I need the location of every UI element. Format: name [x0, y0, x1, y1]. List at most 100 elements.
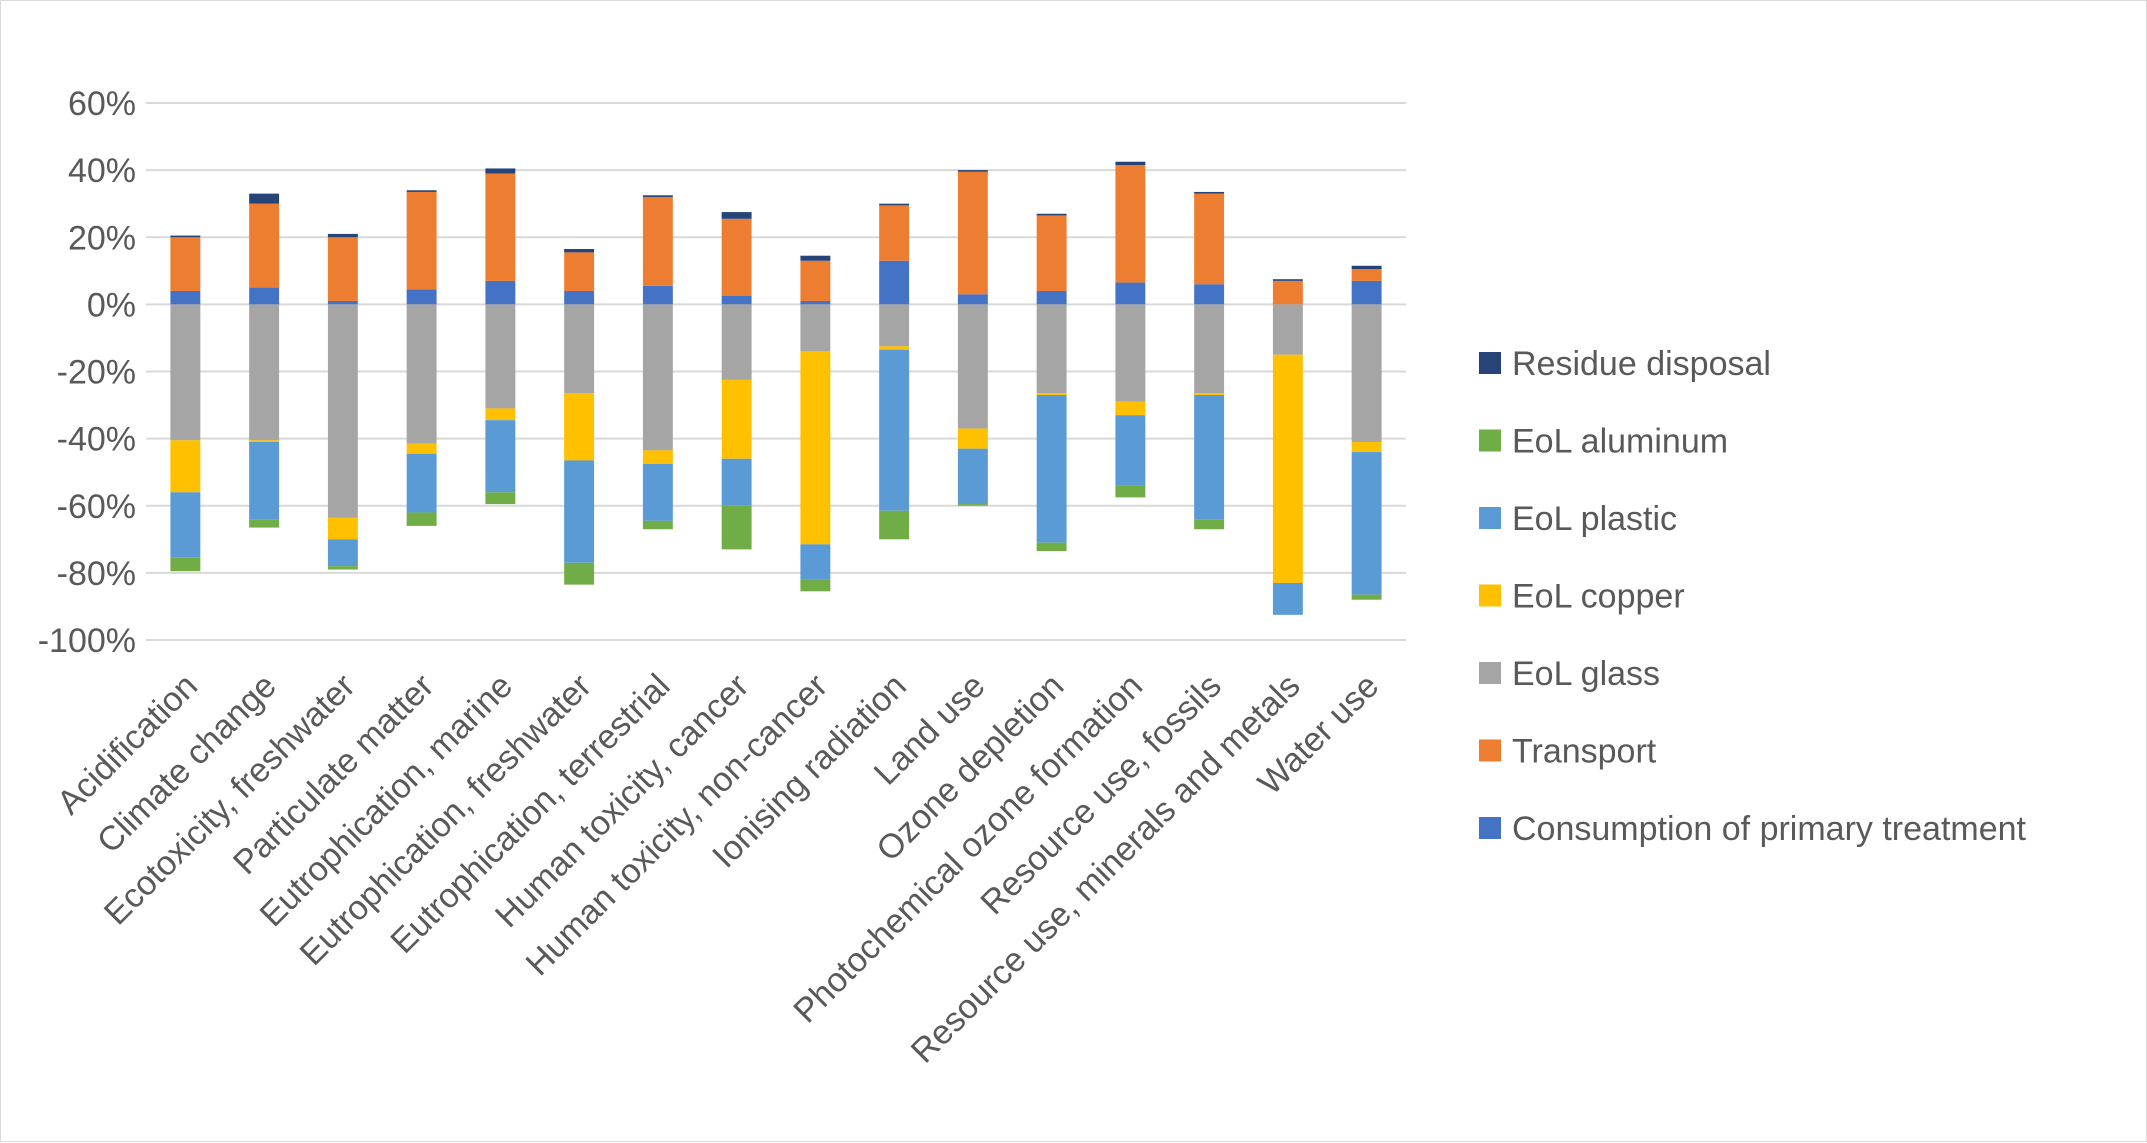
bar-consumption-of-primary-treatment-human-toxicity-cancer	[721, 295, 752, 305]
bar-transport-ecotoxicity-freshwater	[327, 237, 358, 302]
bar-eol-aluminum-eutrophication-freshwater	[564, 562, 595, 585]
bar-eol-glass-water-use	[1351, 304, 1382, 442]
bar-transport-climate-change	[249, 203, 280, 288]
y-tick-label: 20%	[68, 219, 136, 257]
bar-residue-disposal-land-use	[957, 170, 988, 172]
bar-eol-plastic-acidification	[170, 492, 201, 558]
bar-residue-disposal-ecotoxicity-freshwater	[327, 233, 358, 238]
legend-swatch-eol-plastic	[1479, 507, 1501, 529]
bar-eol-plastic-photochemical-ozone-formation	[1115, 415, 1146, 486]
bar-transport-resource-use-minerals-and-metals	[1272, 280, 1303, 305]
legend: Residue disposal EoL aluminum EoL plastic E…	[1479, 345, 2027, 848]
bar-residue-disposal-water-use	[1351, 265, 1382, 270]
bar-eol-aluminum-ionising-radiation	[879, 510, 910, 540]
bar-eol-aluminum-photochemical-ozone-formation	[1115, 485, 1146, 498]
bar-eol-aluminum-eutrophication-terrestrial	[642, 520, 673, 530]
bar-transport-acidification	[170, 237, 201, 291]
bar-eol-glass-eutrophication-terrestrial	[642, 304, 673, 451]
bar-consumption-of-primary-treatment-photochemical-ozone-formation	[1115, 282, 1146, 305]
bar-eol-aluminum-particulate-matter	[406, 512, 437, 526]
legend-swatch-transport	[1479, 739, 1501, 762]
bar-eol-aluminum-land-use	[957, 504, 988, 506]
bar-eol-plastic-ecotoxicity-freshwater	[327, 539, 358, 567]
bar-eol-aluminum-human-toxicity-cancer	[721, 505, 752, 550]
bar-eol-glass-human-toxicity-cancer	[721, 304, 752, 380]
bar-eol-copper-eutrophication-terrestrial	[642, 450, 673, 464]
y-tick-label: -80%	[57, 555, 136, 593]
legend-label-consumption-of-primary-treatment: Consumption of primary treatment	[1512, 810, 2027, 848]
bar-eol-glass-ecotoxicity-freshwater	[327, 304, 358, 518]
bar-eol-aluminum-climate-change	[249, 519, 280, 528]
legend-label-transport: Transport	[1512, 733, 1657, 771]
bar-transport-particulate-matter	[406, 191, 437, 290]
bar-residue-disposal-ionising-radiation	[879, 203, 910, 206]
bar-transport-land-use	[957, 171, 988, 295]
bar-eol-plastic-climate-change	[249, 441, 280, 520]
legend-swatch-consumption-of-primary-treatment	[1479, 817, 1501, 839]
bar-eol-glass-eutrophication-marine	[485, 304, 516, 409]
legend-swatch-eol-glass	[1479, 662, 1501, 684]
bar-eol-glass-eutrophication-freshwater	[564, 304, 595, 394]
bar-eol-aluminum-resource-use-fossils	[1194, 519, 1225, 530]
bar-transport-eutrophication-marine	[485, 173, 516, 281]
bar-eol-copper-eutrophication-freshwater	[564, 393, 595, 461]
bar-eol-copper-particulate-matter	[406, 443, 437, 454]
bar-transport-eutrophication-freshwater	[564, 252, 595, 291]
bar-eol-copper-eutrophication-marine	[485, 408, 516, 421]
bar-residue-disposal-ozone-depletion	[1036, 213, 1067, 216]
bar-eol-plastic-human-toxicity-non-cancer	[800, 544, 831, 580]
bar-eol-plastic-eutrophication-marine	[485, 420, 516, 493]
bar-transport-human-toxicity-non-cancer	[800, 260, 831, 302]
bar-consumption-of-primary-treatment-particulate-matter	[406, 289, 437, 305]
bar-eol-glass-ionising-radiation	[879, 304, 910, 347]
bar-eol-aluminum-ecotoxicity-freshwater	[327, 566, 358, 570]
bar-eol-copper-ionising-radiation	[879, 346, 910, 350]
bar-eol-plastic-particulate-matter	[406, 453, 437, 513]
bar-eol-glass-photochemical-ozone-formation	[1115, 304, 1146, 402]
bar-eol-plastic-eutrophication-terrestrial	[642, 463, 673, 521]
bar-residue-disposal-photochemical-ozone-formation	[1115, 161, 1146, 166]
legend-label-eol-glass: EoL glass	[1512, 655, 1660, 693]
bar-residue-disposal-climate-change	[249, 193, 280, 204]
bar-eol-copper-resource-use-fossils	[1194, 393, 1225, 395]
y-tick-label: 40%	[68, 152, 136, 190]
legend-label-eol-aluminum: EoL aluminum	[1512, 423, 1728, 461]
bar-transport-eutrophication-terrestrial	[642, 196, 673, 286]
bar-consumption-of-primary-treatment-ozone-depletion	[1036, 290, 1067, 305]
bar-residue-disposal-particulate-matter	[406, 190, 437, 192]
bar-eol-plastic-ozone-depletion	[1036, 394, 1067, 543]
legend-label-residue-disposal: Residue disposal	[1512, 345, 1771, 383]
bar-transport-human-toxicity-cancer	[721, 218, 752, 296]
bars	[170, 161, 1382, 615]
bar-consumption-of-primary-treatment-ionising-radiation	[879, 260, 910, 305]
bar-eol-plastic-water-use	[1351, 452, 1382, 595]
bar-consumption-of-primary-treatment-water-use	[1351, 280, 1382, 305]
bar-consumption-of-primary-treatment-acidification	[170, 290, 201, 305]
bar-eol-aluminum-human-toxicity-non-cancer	[800, 579, 831, 592]
bar-eol-aluminum-eutrophication-marine	[485, 492, 516, 505]
bar-residue-disposal-eutrophication-marine	[485, 168, 516, 174]
bar-eol-plastic-ionising-radiation	[879, 349, 910, 511]
y-axis-tick-labels: 60% 40% 20% 0% -20% -40% -60% -80% -100%	[38, 85, 136, 660]
bar-eol-glass-ozone-depletion	[1036, 304, 1067, 394]
bar-eol-copper-climate-change	[249, 440, 280, 442]
bar-eol-copper-ozone-depletion	[1036, 393, 1067, 395]
legend-label-eol-copper: EoL copper	[1512, 578, 1685, 616]
bar-eol-glass-particulate-matter	[406, 304, 437, 444]
bar-residue-disposal-eutrophication-terrestrial	[642, 195, 673, 197]
bar-eol-copper-acidification	[170, 440, 201, 493]
bar-eol-glass-acidification	[170, 304, 201, 441]
y-tick-label: 60%	[68, 85, 136, 123]
legend-swatch-residue-disposal	[1479, 352, 1501, 374]
bar-eol-glass-human-toxicity-non-cancer	[800, 304, 831, 352]
legend-label-eol-plastic: EoL plastic	[1512, 500, 1677, 538]
bar-consumption-of-primary-treatment-eutrophication-freshwater	[564, 290, 595, 305]
bar-eol-glass-resource-use-minerals-and-metals	[1272, 304, 1303, 355]
bar-transport-water-use	[1351, 269, 1382, 281]
bar-eol-plastic-resource-use-fossils	[1194, 394, 1225, 520]
bar-consumption-of-primary-treatment-resource-use-fossils	[1194, 284, 1225, 305]
bar-eol-plastic-land-use	[957, 448, 988, 505]
bar-eol-copper-land-use	[957, 428, 988, 449]
